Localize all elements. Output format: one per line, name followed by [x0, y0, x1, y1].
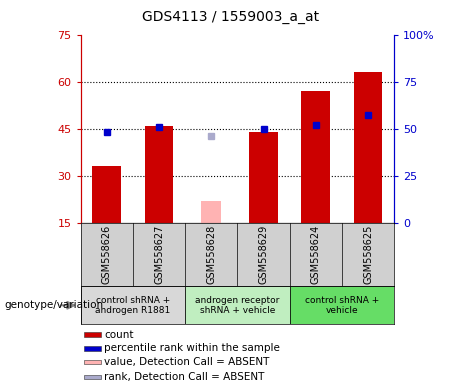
Text: GDS4113 / 1559003_a_at: GDS4113 / 1559003_a_at: [142, 10, 319, 23]
Bar: [290, 286, 394, 324]
Text: count: count: [104, 329, 134, 339]
Text: GSM558627: GSM558627: [154, 225, 164, 284]
Text: androgen receptor
shRNA + vehicle: androgen receptor shRNA + vehicle: [195, 296, 280, 315]
Text: GSM558624: GSM558624: [311, 225, 321, 284]
Bar: [81, 286, 185, 324]
Text: GSM558629: GSM558629: [259, 225, 269, 284]
Bar: [84, 375, 101, 379]
Text: control shRNA +
vehicle: control shRNA + vehicle: [305, 296, 379, 315]
Bar: [84, 346, 101, 351]
Text: value, Detection Call = ABSENT: value, Detection Call = ABSENT: [104, 357, 270, 367]
Bar: [145, 126, 173, 223]
Bar: [201, 201, 221, 223]
Bar: [301, 91, 330, 223]
Text: GSM558625: GSM558625: [363, 225, 373, 284]
Bar: [185, 286, 290, 324]
Text: percentile rank within the sample: percentile rank within the sample: [104, 343, 280, 353]
Bar: [92, 166, 121, 223]
Bar: [84, 360, 101, 364]
Text: genotype/variation: genotype/variation: [5, 300, 104, 310]
Bar: [249, 132, 278, 223]
Bar: [84, 333, 101, 337]
Text: control shRNA +
androgen R1881: control shRNA + androgen R1881: [95, 296, 171, 315]
Bar: [354, 72, 382, 223]
Text: rank, Detection Call = ABSENT: rank, Detection Call = ABSENT: [104, 372, 265, 382]
Text: GSM558626: GSM558626: [102, 225, 112, 284]
Text: GSM558628: GSM558628: [206, 225, 216, 284]
